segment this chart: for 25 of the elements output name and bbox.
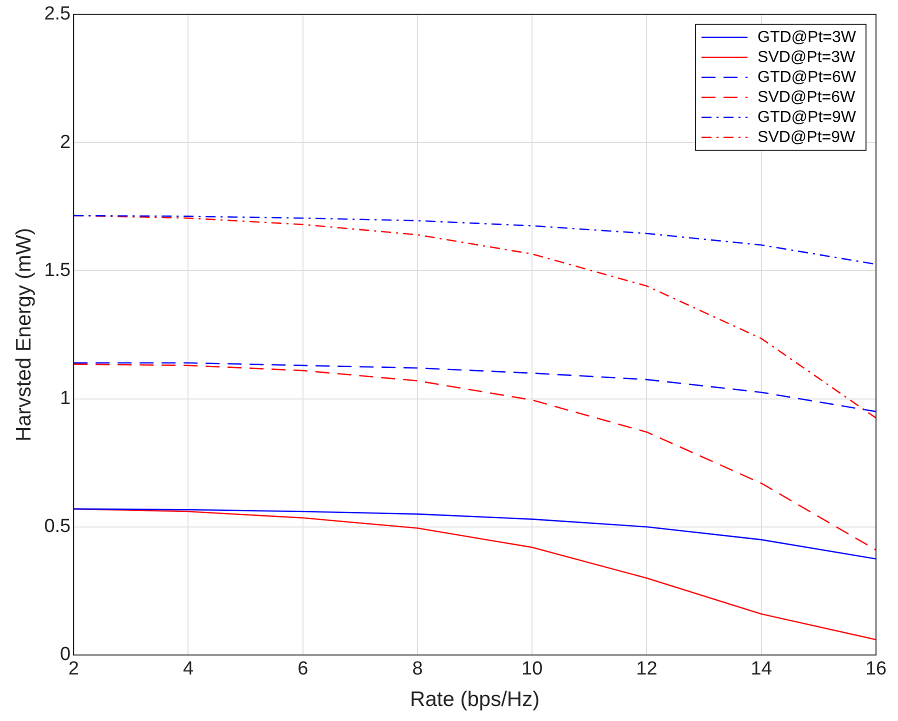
- line-series: [74, 364, 876, 551]
- line-series: [74, 362, 876, 412]
- x-tick-label: 14: [750, 658, 772, 680]
- legend-label: SVD@Pt=9W: [758, 128, 856, 146]
- y-tick-label: 1.5: [44, 260, 71, 281]
- y-tick-label: 2: [60, 132, 71, 153]
- y-tick-label: 2.5: [44, 4, 71, 25]
- legend-label: GTD@Pt=3W: [758, 28, 857, 46]
- x-tick-label: 4: [182, 658, 194, 680]
- legend-label: GTD@Pt=6W: [758, 68, 857, 86]
- y-tick-label: 1: [60, 388, 71, 409]
- x-tick-label: 12: [636, 658, 658, 680]
- legend-label: SVD@Pt=3W: [758, 48, 856, 66]
- line-series: [74, 214, 876, 265]
- x-axis-title: Rate (bps/Hz): [410, 688, 540, 712]
- x-tick-label: 16: [865, 658, 887, 680]
- y-tick-label: 0: [60, 644, 71, 666]
- x-tick-label: 6: [298, 658, 308, 680]
- legend-label: GTD@Pt=9W: [758, 108, 857, 126]
- y-tick-label: 0.5: [44, 516, 71, 538]
- y-axis-title: Harvsted Energy (mW): [12, 228, 36, 442]
- legend-label: SVD@Pt=6W: [758, 88, 856, 106]
- line-series: [74, 214, 876, 419]
- x-tick-label: 8: [412, 658, 423, 680]
- x-tick-label: 10: [522, 658, 543, 680]
